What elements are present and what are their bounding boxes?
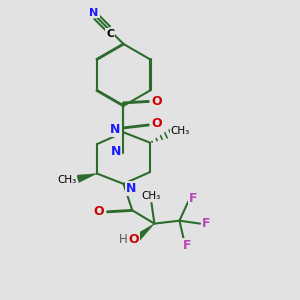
Text: C: C — [106, 29, 114, 39]
Polygon shape — [134, 224, 154, 241]
Text: N: N — [126, 182, 136, 195]
Text: CH₃: CH₃ — [170, 126, 190, 136]
Text: F: F — [202, 217, 210, 230]
Text: O: O — [94, 205, 104, 218]
Text: F: F — [189, 192, 198, 205]
Text: N: N — [111, 145, 121, 158]
Text: N: N — [110, 123, 121, 136]
Text: O: O — [152, 117, 162, 130]
Text: O: O — [128, 233, 139, 246]
Text: N: N — [89, 8, 99, 17]
Text: CH₃: CH₃ — [57, 175, 76, 185]
Text: H: H — [119, 233, 128, 246]
Polygon shape — [77, 174, 97, 182]
Text: O: O — [152, 95, 162, 108]
Text: F: F — [183, 238, 192, 252]
Text: CH₃: CH₃ — [142, 190, 161, 201]
